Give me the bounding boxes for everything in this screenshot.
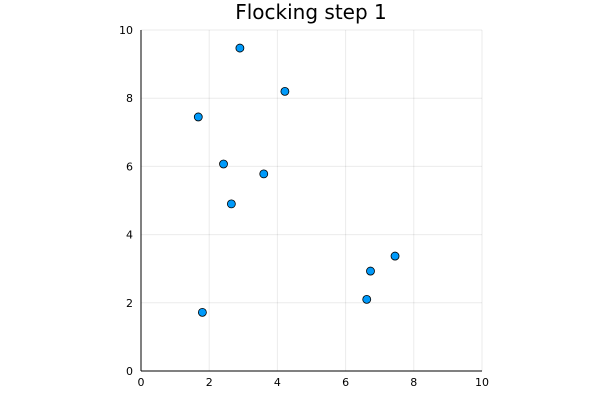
y-tick-labels: 0 2 4 6 8 10 xyxy=(119,24,133,378)
data-points xyxy=(193,43,400,317)
grid xyxy=(140,29,483,372)
x-tick-label: 8 xyxy=(410,376,417,389)
data-point xyxy=(259,169,269,179)
data-point xyxy=(362,294,372,304)
y-tick-label: 6 xyxy=(126,160,133,173)
data-point xyxy=(197,307,207,317)
x-tick-labels: 0 2 4 6 8 10 xyxy=(138,376,490,389)
data-point xyxy=(280,86,290,96)
x-tick-label: 6 xyxy=(342,376,349,389)
x-tick-label: 2 xyxy=(206,376,213,389)
chart-title: Flocking step 1 xyxy=(235,0,387,24)
data-point xyxy=(366,266,375,276)
y-tick-label: 10 xyxy=(119,24,133,37)
y-tick-label: 0 xyxy=(126,365,133,378)
data-point xyxy=(219,159,228,169)
y-tick-label: 8 xyxy=(126,92,133,105)
data-point xyxy=(226,199,236,209)
axes xyxy=(140,30,482,372)
data-point xyxy=(193,112,203,122)
data-point xyxy=(390,251,400,261)
y-tick-label: 2 xyxy=(126,297,133,310)
x-tick-label: 10 xyxy=(475,376,489,389)
y-tick-label: 4 xyxy=(126,229,133,242)
data-point xyxy=(235,43,245,53)
x-tick-label: 0 xyxy=(138,376,145,389)
x-tick-label: 4 xyxy=(274,376,281,389)
